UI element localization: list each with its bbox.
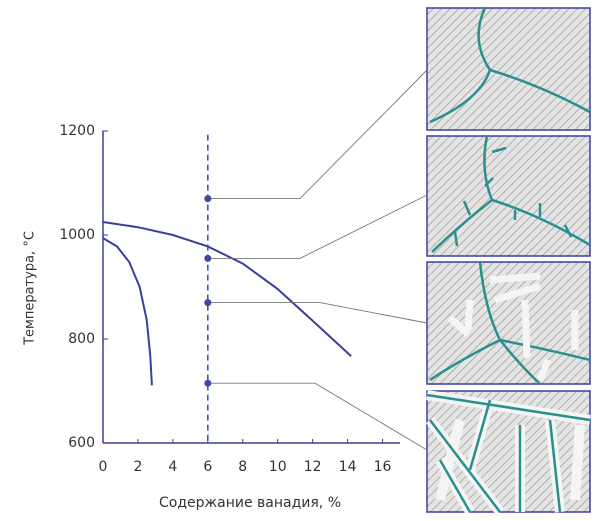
chart: Температура, °С Содержание ванадия, % 60… [0,0,598,517]
y-tick-label: 600 [68,435,95,451]
x-tick-label: 10 [269,459,287,475]
point [204,195,211,202]
x-tick-label: 6 [203,459,212,475]
micrograph-4 [427,391,590,512]
connector [208,383,427,450]
y-axis-label: Температура, °С [23,231,38,346]
y-tick-label: 1200 [59,123,95,139]
micrograph-1 [427,8,590,130]
connector [208,303,427,323]
micrographs [427,8,590,512]
connector [208,70,427,199]
micrograph-2 [427,136,590,256]
point [204,380,211,387]
x-tick-label: 8 [238,459,247,475]
x-tick-label: 16 [374,459,392,475]
x-tick-label: 4 [168,459,177,475]
y-tick-label: 800 [68,331,95,347]
x-tick-label: 14 [339,459,357,475]
micrograph-3 [427,262,590,384]
curve [103,238,152,385]
x-tick-label: 2 [133,459,142,475]
connector [208,195,427,258]
x-axis-label: Содержание ванадия, % [159,495,341,511]
y-tick-label: 1000 [59,227,95,243]
point [204,255,211,262]
point [204,299,211,306]
x-tick-label: 12 [304,459,322,475]
x-tick-label: 0 [99,459,108,475]
